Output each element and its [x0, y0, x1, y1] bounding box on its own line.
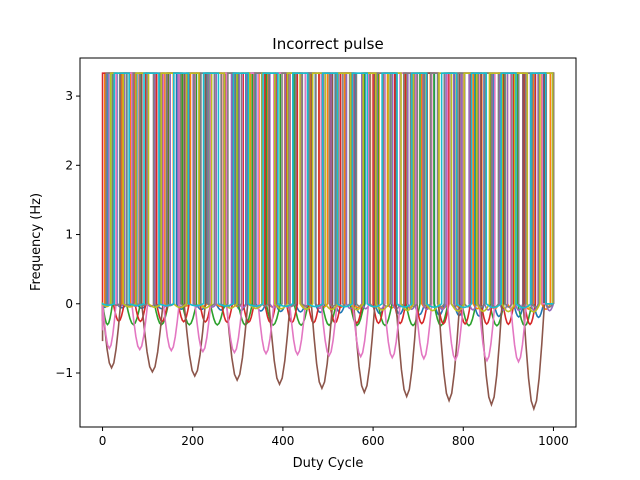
x-tick-label: 200 — [181, 434, 204, 448]
x-tick-label: 0 — [99, 434, 107, 448]
y-tick-label: −1 — [55, 366, 73, 380]
x-tick-label: 1000 — [538, 434, 569, 448]
y-tick-label: 1 — [65, 228, 73, 242]
y-tick-label: 3 — [65, 89, 73, 103]
series-line-4 — [101, 72, 554, 326]
x-axis-title: Duty Cycle — [293, 456, 364, 471]
plot-frame — [79, 57, 577, 428]
chart-title: Incorrect pulse — [272, 35, 383, 53]
y-tick-label: 2 — [65, 158, 73, 172]
series-layer — [101, 72, 555, 412]
x-tick-label: 800 — [452, 434, 475, 448]
y-tick-label: 0 — [65, 297, 73, 311]
x-tick-label: 400 — [271, 434, 294, 448]
series-line-10 — [101, 72, 554, 309]
y-axis: −1 0 1 2 3 — [55, 89, 80, 380]
x-axis: 0 200 400 600 800 1000 — [99, 427, 569, 448]
x-tick-label: 600 — [362, 434, 385, 448]
y-axis-title: Frequency (Hz) — [29, 193, 44, 291]
